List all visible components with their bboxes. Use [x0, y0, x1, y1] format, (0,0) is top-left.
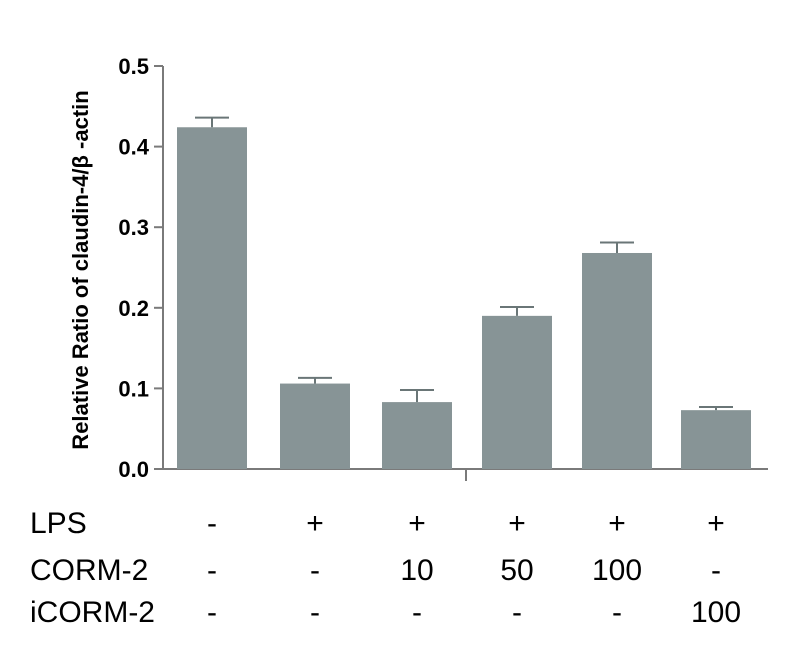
condition-value: + [408, 507, 426, 540]
bar [482, 315, 552, 469]
condition-value: 10 [400, 554, 433, 587]
condition-value: + [608, 507, 626, 540]
bar [681, 410, 751, 469]
condition-value: + [306, 507, 324, 540]
condition-value: - [207, 507, 217, 540]
condition-value: - [412, 596, 422, 629]
condition-value: + [707, 507, 725, 540]
bar [177, 127, 247, 470]
condition-value: - [711, 554, 721, 587]
condition-value: 100 [592, 554, 642, 587]
y-tick-label: 0.1 [118, 376, 149, 401]
condition-value: + [508, 507, 526, 540]
condition-value: - [310, 596, 320, 629]
y-tick-label: 0.2 [118, 296, 149, 321]
y-tick-label: 0.3 [118, 215, 149, 240]
condition-value: - [310, 554, 320, 587]
condition-label: iCORM-2 [30, 596, 155, 629]
condition-value: - [207, 554, 217, 587]
bar [582, 252, 652, 469]
y-tick-label: 0.0 [118, 457, 149, 482]
condition-label: LPS [30, 507, 87, 540]
condition-value: - [207, 596, 217, 629]
condition-value: 50 [500, 554, 533, 587]
bar [382, 402, 452, 469]
y-axis-label: Relative Ratio of claudin-4/β -actin [68, 90, 93, 449]
y-tick-label: 0.4 [118, 135, 149, 160]
y-tick-label: 0.5 [118, 54, 149, 79]
condition-value: - [512, 596, 522, 629]
axes: 0.0 0.1 0.2 0.3 0.4 0.5 [118, 54, 768, 482]
bars [177, 116, 751, 470]
condition-table: LPS - + + + + + CORM-2 - - 10 50 100 - iCORM-2 - - - - - 100 [30, 507, 741, 629]
condition-value: 100 [691, 596, 741, 629]
condition-value: - [612, 596, 622, 629]
bar [280, 383, 350, 469]
condition-label: CORM-2 [30, 554, 148, 587]
